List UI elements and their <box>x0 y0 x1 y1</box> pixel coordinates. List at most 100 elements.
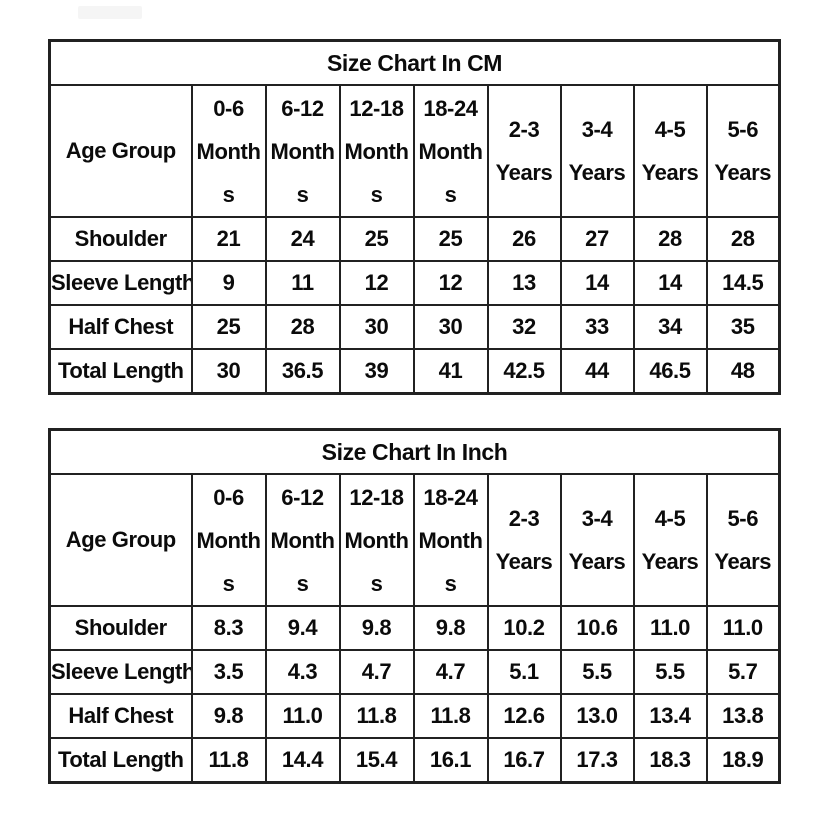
cell-value: 28 <box>632 216 708 262</box>
cell-value: 9.4 <box>264 605 341 651</box>
cell-value: 16.7 <box>486 737 562 784</box>
row-label: Total Length <box>48 737 193 784</box>
header-line: Month <box>270 138 335 164</box>
header-line: Month <box>196 527 261 553</box>
header-column: 2-3 Years <box>486 84 562 218</box>
cell-value: 11.0 <box>264 693 341 739</box>
header-line: 12-18 <box>349 484 404 510</box>
header-column: 0-6 Month s <box>190 473 267 607</box>
header-line: 2-3 <box>508 506 540 531</box>
header-column: 5-6 Years <box>705 84 781 218</box>
header-column: 18-24 Month s <box>412 84 489 218</box>
cell-value: 26 <box>486 216 562 262</box>
header-line: Years <box>714 549 772 574</box>
cell-value: 13.8 <box>705 693 781 739</box>
cell-value: 4.3 <box>264 649 341 695</box>
header-line: 18-24 <box>423 484 478 510</box>
table-row: Half Chest 9.8 11.0 11.8 11.8 12.6 13.0 13.4 13.… <box>48 693 781 739</box>
header-line: Month <box>344 138 409 164</box>
header-line: s <box>296 181 309 207</box>
row-label: Half Chest <box>48 304 193 350</box>
header-column: 3-4 Years <box>559 473 635 607</box>
header-line: 3-4 <box>581 506 613 531</box>
row-label: Shoulder <box>48 216 193 262</box>
cell-value: 21 <box>190 216 267 262</box>
table-row: Total Length 11.8 14.4 15.4 16.1 16.7 17.3 18.3… <box>48 737 781 784</box>
header-line: 2-3 <box>508 117 540 142</box>
cell-value: 32 <box>486 304 562 350</box>
cell-value: 12.6 <box>486 693 562 739</box>
cell-value: 11.8 <box>338 693 415 739</box>
cell-value: 28 <box>705 216 781 262</box>
cell-value: 10.6 <box>559 605 635 651</box>
header-line: s <box>222 570 235 596</box>
cell-value: 11.0 <box>632 605 708 651</box>
cell-value: 30 <box>190 348 267 395</box>
header-column: 12-18 Month s <box>338 84 415 218</box>
header-column: 4-5 Years <box>632 473 708 607</box>
header-line: 0-6 <box>213 95 244 121</box>
faded-top-artifact <box>78 6 142 19</box>
cell-value: 9 <box>190 260 267 306</box>
header-line: Years <box>495 160 553 185</box>
cell-value: 14.5 <box>705 260 781 306</box>
header-age-group: Age Group <box>48 84 193 218</box>
header-line: Years <box>714 160 772 185</box>
cell-value: 9.8 <box>190 693 267 739</box>
cell-value: 10.2 <box>486 605 562 651</box>
header-column: 2-3 Years <box>486 473 562 607</box>
cell-value: 4.7 <box>338 649 415 695</box>
header-line: Years <box>568 160 626 185</box>
cell-value: 13.4 <box>632 693 708 739</box>
header-line: Month <box>418 527 483 553</box>
cell-value: 12 <box>412 260 489 306</box>
table-row: Shoulder 21 24 25 25 26 27 28 28 <box>48 216 781 262</box>
row-label: Sleeve Length <box>48 260 193 306</box>
header-column: 3-4 Years <box>559 84 635 218</box>
cell-value: 14 <box>632 260 708 306</box>
cell-value: 48 <box>705 348 781 395</box>
header-line: s <box>296 570 309 596</box>
header-line: 6-12 <box>281 95 324 121</box>
header-column: 4-5 Years <box>632 84 708 218</box>
header-column: 6-12 Month s <box>264 84 341 218</box>
header-column: 0-6 Month s <box>190 84 267 218</box>
header-line: Month <box>270 527 335 553</box>
cell-value: 42.5 <box>486 348 562 395</box>
header-line: s <box>370 181 383 207</box>
cell-value: 5.1 <box>486 649 562 695</box>
cell-value: 11.8 <box>190 737 267 784</box>
cell-value: 5.5 <box>559 649 635 695</box>
cell-value: 35 <box>705 304 781 350</box>
table-row: Sleeve Length 9 11 12 12 13 14 14 14.5 <box>48 260 781 306</box>
cell-value: 13 <box>486 260 562 306</box>
cell-value: 5.5 <box>632 649 708 695</box>
cell-value: 11.0 <box>705 605 781 651</box>
cell-value: 41 <box>412 348 489 395</box>
header-line: 12-18 <box>349 95 404 121</box>
cell-value: 25 <box>412 216 489 262</box>
header-line: s <box>222 181 235 207</box>
header-line: 6-12 <box>281 484 324 510</box>
size-chart-inch-table: Size Chart In Inch Age Group 0-6 Month s 6-12… <box>48 428 782 784</box>
row-label: Total Length <box>48 348 193 395</box>
header-line: 18-24 <box>423 95 478 121</box>
cell-value: 5.7 <box>705 649 781 695</box>
cell-value: 27 <box>559 216 635 262</box>
table-title: Size Chart In CM <box>48 39 781 86</box>
cell-value: 28 <box>264 304 341 350</box>
header-line: s <box>370 570 383 596</box>
header-line: Years <box>495 549 553 574</box>
cell-value: 44 <box>559 348 635 395</box>
cell-value: 18.3 <box>632 737 708 784</box>
cell-value: 25 <box>338 216 415 262</box>
cell-value: 17.3 <box>559 737 635 784</box>
cell-value: 8.3 <box>190 605 267 651</box>
table-row: Half Chest 25 28 30 30 32 33 34 35 <box>48 304 781 350</box>
cell-value: 33 <box>559 304 635 350</box>
cell-value: 14 <box>559 260 635 306</box>
header-column: 18-24 Month s <box>412 473 489 607</box>
header-line: s <box>444 181 457 207</box>
cell-value: 9.8 <box>412 605 489 651</box>
cell-value: 11.8 <box>412 693 489 739</box>
